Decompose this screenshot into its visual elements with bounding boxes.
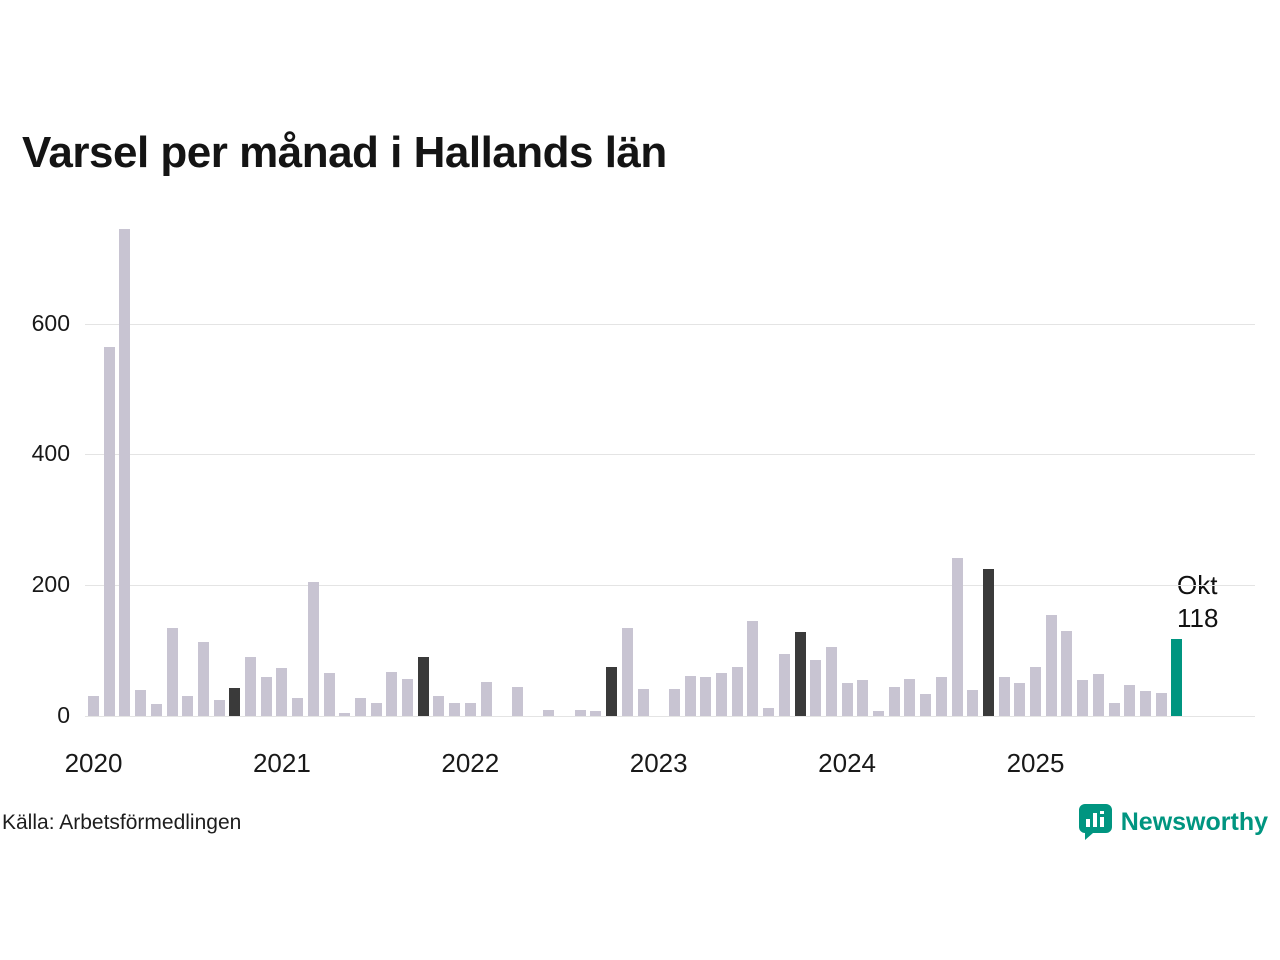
brand-logo: Newsworthy [1078,804,1268,840]
bar-2025-05 [1092,673,1104,716]
bar-2023-04 [700,676,712,716]
chart-title: Varsel per månad i Hallands län [22,128,667,177]
bar-2023-11 [810,660,822,716]
bar-2022-12 [637,688,649,716]
bar-2020-04 [135,689,147,716]
bar-2025-09 [1155,693,1167,716]
bar-2020-06 [166,627,178,716]
bar-2025-07 [1124,684,1136,716]
bar-2025-10 [1171,638,1183,716]
bar-2021-07 [370,702,382,716]
bar-2024-10 [982,568,994,716]
bar-2020-10 [229,687,241,716]
highlight-annotation: Okt 118 [1177,569,1218,635]
bar-2021-10 [417,657,429,716]
bar-2021-08 [386,672,398,716]
bar-2024-01 [841,683,853,716]
bar-2025-03 [1061,631,1073,716]
bar-2023-12 [825,647,837,716]
plot-area: Okt 118 0 200 400 600 2020 2021 2022 2023 2024 20… [32,220,1255,778]
bar-2020-03 [119,228,131,716]
x-tick-label-2025: 2025 [1006,748,1065,778]
bar-2020-11 [245,657,256,716]
bar-2023-02 [668,688,680,716]
source-note: Källa: Arbetsförmedlingen [2,811,242,834]
bar-2024-03 [873,710,884,716]
bar-2023-03 [684,675,696,716]
gridline-600 [85,323,1255,325]
x-tick-label-2021: 2021 [252,748,311,778]
bar-2022-06 [543,709,555,716]
y-tick-label-400: 400 [31,440,70,467]
bar-2022-01 [464,702,476,716]
bar-2023-08 [763,707,775,716]
bar-2021-06 [354,698,366,716]
x-tick-label-2023: 2023 [629,748,688,778]
bar-2024-07 [935,676,947,716]
bar-2020-01 [88,696,99,716]
bar-2022-02 [480,682,492,716]
x-tick-label-2020: 2020 [64,748,123,778]
bar-2021-11 [433,695,445,716]
bar-2020-07 [182,696,194,716]
y-tick-label-600: 600 [31,309,70,336]
bar-2021-03 [307,581,319,716]
bar-2022-11 [621,627,633,716]
bar-2024-11 [998,676,1010,716]
bar-2022-09 [590,710,602,716]
bar-2023-09 [778,653,790,716]
bar-2024-04 [888,686,900,716]
annotation-value: 118 [1177,603,1219,633]
bar-2020-02 [103,346,115,716]
bar-2020-08 [197,642,209,716]
bar-2022-10 [606,667,618,716]
bar-2020-05 [150,704,162,716]
bar-2022-04 [511,687,523,716]
bar-2024-09 [967,689,979,716]
annotation-month-label: Okt [1177,570,1218,600]
bar-2020-12 [260,676,272,716]
x-tick-label-2022: 2022 [441,748,500,778]
bar-2025-04 [1077,680,1089,716]
gridline-200 [85,585,1255,587]
bar-2021-01 [276,668,288,716]
bar-2023-07 [747,621,759,716]
newsworthy-icon [1078,804,1112,840]
x-tick-label-2024: 2024 [818,748,877,778]
bar-2021-09 [402,678,413,716]
bar-2025-06 [1108,702,1120,716]
bar-2024-05 [904,678,916,716]
bar-2024-12 [1014,683,1026,716]
bar-2024-08 [951,557,963,716]
gridline-0 [85,716,1255,717]
brand-name: Newsworthy [1120,807,1268,836]
bar-2025-02 [1045,614,1057,716]
bar-2023-06 [731,667,743,716]
bar-2021-04 [323,672,335,716]
y-tick-label-200: 200 [31,571,70,598]
bar-2023-10 [794,632,806,716]
bar-2020-09 [213,699,225,716]
bar-2025-01 [1030,667,1041,716]
bar-2022-08 [574,709,586,716]
bar-2021-02 [292,697,304,716]
gridline-400 [85,454,1255,456]
bar-2023-05 [716,672,727,716]
bar-2024-02 [857,680,869,716]
bar-2021-12 [449,702,461,716]
bar-2024-06 [920,694,932,716]
y-tick-label-0: 0 [57,702,70,728]
bar-2025-08 [1139,691,1151,716]
bar-2021-05 [339,712,351,716]
